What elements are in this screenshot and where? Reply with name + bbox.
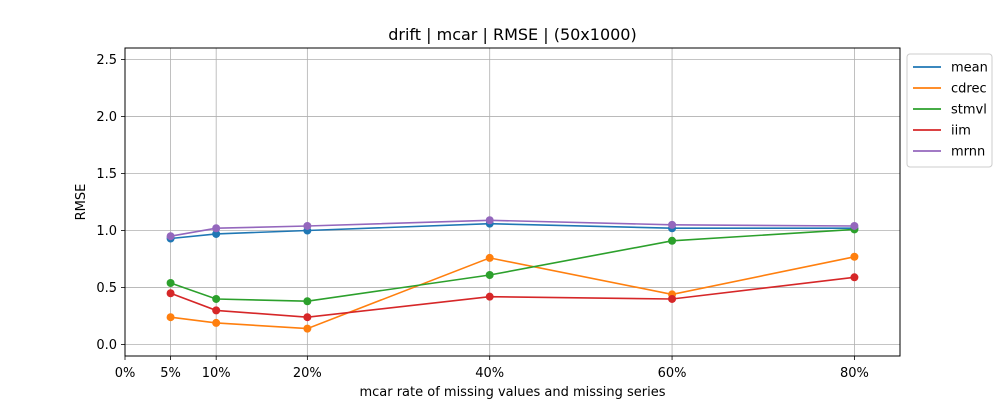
data-point xyxy=(303,221,312,230)
data-point xyxy=(303,297,312,306)
grid xyxy=(124,48,900,356)
data-point xyxy=(303,324,312,333)
data-point xyxy=(850,221,859,230)
plot-frame xyxy=(124,47,901,357)
y-tick-label: 2.0 xyxy=(96,110,117,125)
x-tick-label: 40% xyxy=(475,366,504,381)
y-axis-title: RMSE xyxy=(74,184,89,221)
axis-ticks: 0% 5% 10% 20% 40% 60% 80% 0.0 0.5 1.0 1.5 2.0 2.5 xyxy=(96,53,869,381)
data-point xyxy=(485,271,494,280)
x-tick-label: 60% xyxy=(658,366,687,381)
legend-label: mean xyxy=(951,61,988,76)
data-point xyxy=(485,253,494,262)
legend-item: iim xyxy=(913,124,971,139)
legend-item: cdrec xyxy=(913,82,987,97)
data-point xyxy=(212,294,221,303)
legend-item: mean xyxy=(913,61,988,76)
data-point xyxy=(668,220,677,229)
data-point xyxy=(166,232,175,241)
y-tick-label: 1.0 xyxy=(96,224,117,239)
data-point xyxy=(166,313,175,322)
series-line xyxy=(170,222,855,240)
x-tick-label: 80% xyxy=(840,366,869,381)
x-tick-label: 0% xyxy=(115,366,136,381)
data-point xyxy=(485,292,494,301)
data-point xyxy=(212,306,221,315)
legend-item: stmvl xyxy=(913,103,987,118)
series-line xyxy=(170,276,855,319)
series-line xyxy=(170,219,855,237)
legend-label: iim xyxy=(951,124,971,139)
data-point xyxy=(668,236,677,245)
y-tick-label: 1.5 xyxy=(96,167,117,182)
y-tick-label: 2.5 xyxy=(96,53,117,68)
series-line xyxy=(170,256,855,330)
data-point xyxy=(485,216,494,225)
x-axis-title: mcar rate of missing values and missing … xyxy=(359,385,665,400)
series-iim xyxy=(166,273,859,322)
legend-label: stmvl xyxy=(951,103,987,118)
series-mrnn xyxy=(166,216,859,241)
x-tick-label: 20% xyxy=(293,366,322,381)
data-point xyxy=(850,273,859,282)
y-tick-label: 0.5 xyxy=(96,281,117,296)
y-tick-label: 0.0 xyxy=(96,338,117,353)
data-point xyxy=(850,252,859,261)
series-line xyxy=(170,228,855,303)
legend-item: mrnn xyxy=(913,145,985,160)
legend: mean cdrec stmvl iim mrnn xyxy=(906,53,993,168)
series-cdrec xyxy=(166,252,859,333)
data-point xyxy=(303,313,312,322)
x-tick-label: 10% xyxy=(202,366,231,381)
data-point xyxy=(668,294,677,303)
legend-label: mrnn xyxy=(951,145,985,160)
data-point xyxy=(166,289,175,298)
x-tick-label: 5% xyxy=(160,366,181,381)
data-point xyxy=(212,224,221,233)
data-point xyxy=(212,318,221,327)
chart-title: drift | mcar | RMSE | (50x1000) xyxy=(388,25,636,44)
series-layer xyxy=(166,216,859,333)
legend-box xyxy=(906,53,993,168)
legend-label: cdrec xyxy=(951,82,987,97)
data-point xyxy=(212,229,221,238)
data-point xyxy=(166,278,175,287)
